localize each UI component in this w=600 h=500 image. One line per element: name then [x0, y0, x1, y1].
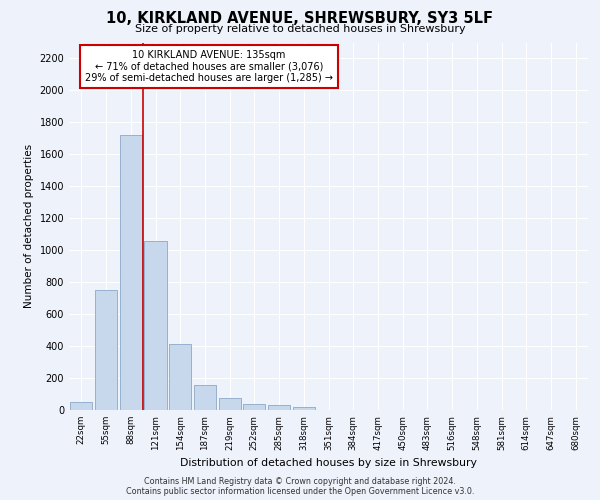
- Bar: [119, 135, 142, 410]
- Text: Size of property relative to detached houses in Shrewsbury: Size of property relative to detached ho…: [134, 24, 466, 34]
- Bar: [70, 402, 92, 410]
- Bar: [293, 407, 315, 410]
- Text: 10, KIRKLAND AVENUE, SHREWSBURY, SY3 5LF: 10, KIRKLAND AVENUE, SHREWSBURY, SY3 5LF: [107, 11, 493, 26]
- Bar: [95, 290, 117, 410]
- Bar: [243, 404, 265, 410]
- Bar: [169, 344, 191, 410]
- X-axis label: Distribution of detached houses by size in Shrewsbury: Distribution of detached houses by size …: [180, 458, 477, 468]
- Bar: [218, 398, 241, 410]
- Bar: [145, 240, 167, 410]
- Bar: [268, 405, 290, 410]
- Y-axis label: Number of detached properties: Number of detached properties: [24, 144, 34, 308]
- Bar: [194, 385, 216, 410]
- Text: Contains HM Land Registry data © Crown copyright and database right 2024.
Contai: Contains HM Land Registry data © Crown c…: [126, 476, 474, 496]
- Text: 10 KIRKLAND AVENUE: 135sqm
← 71% of detached houses are smaller (3,076)
29% of s: 10 KIRKLAND AVENUE: 135sqm ← 71% of deta…: [85, 50, 333, 83]
